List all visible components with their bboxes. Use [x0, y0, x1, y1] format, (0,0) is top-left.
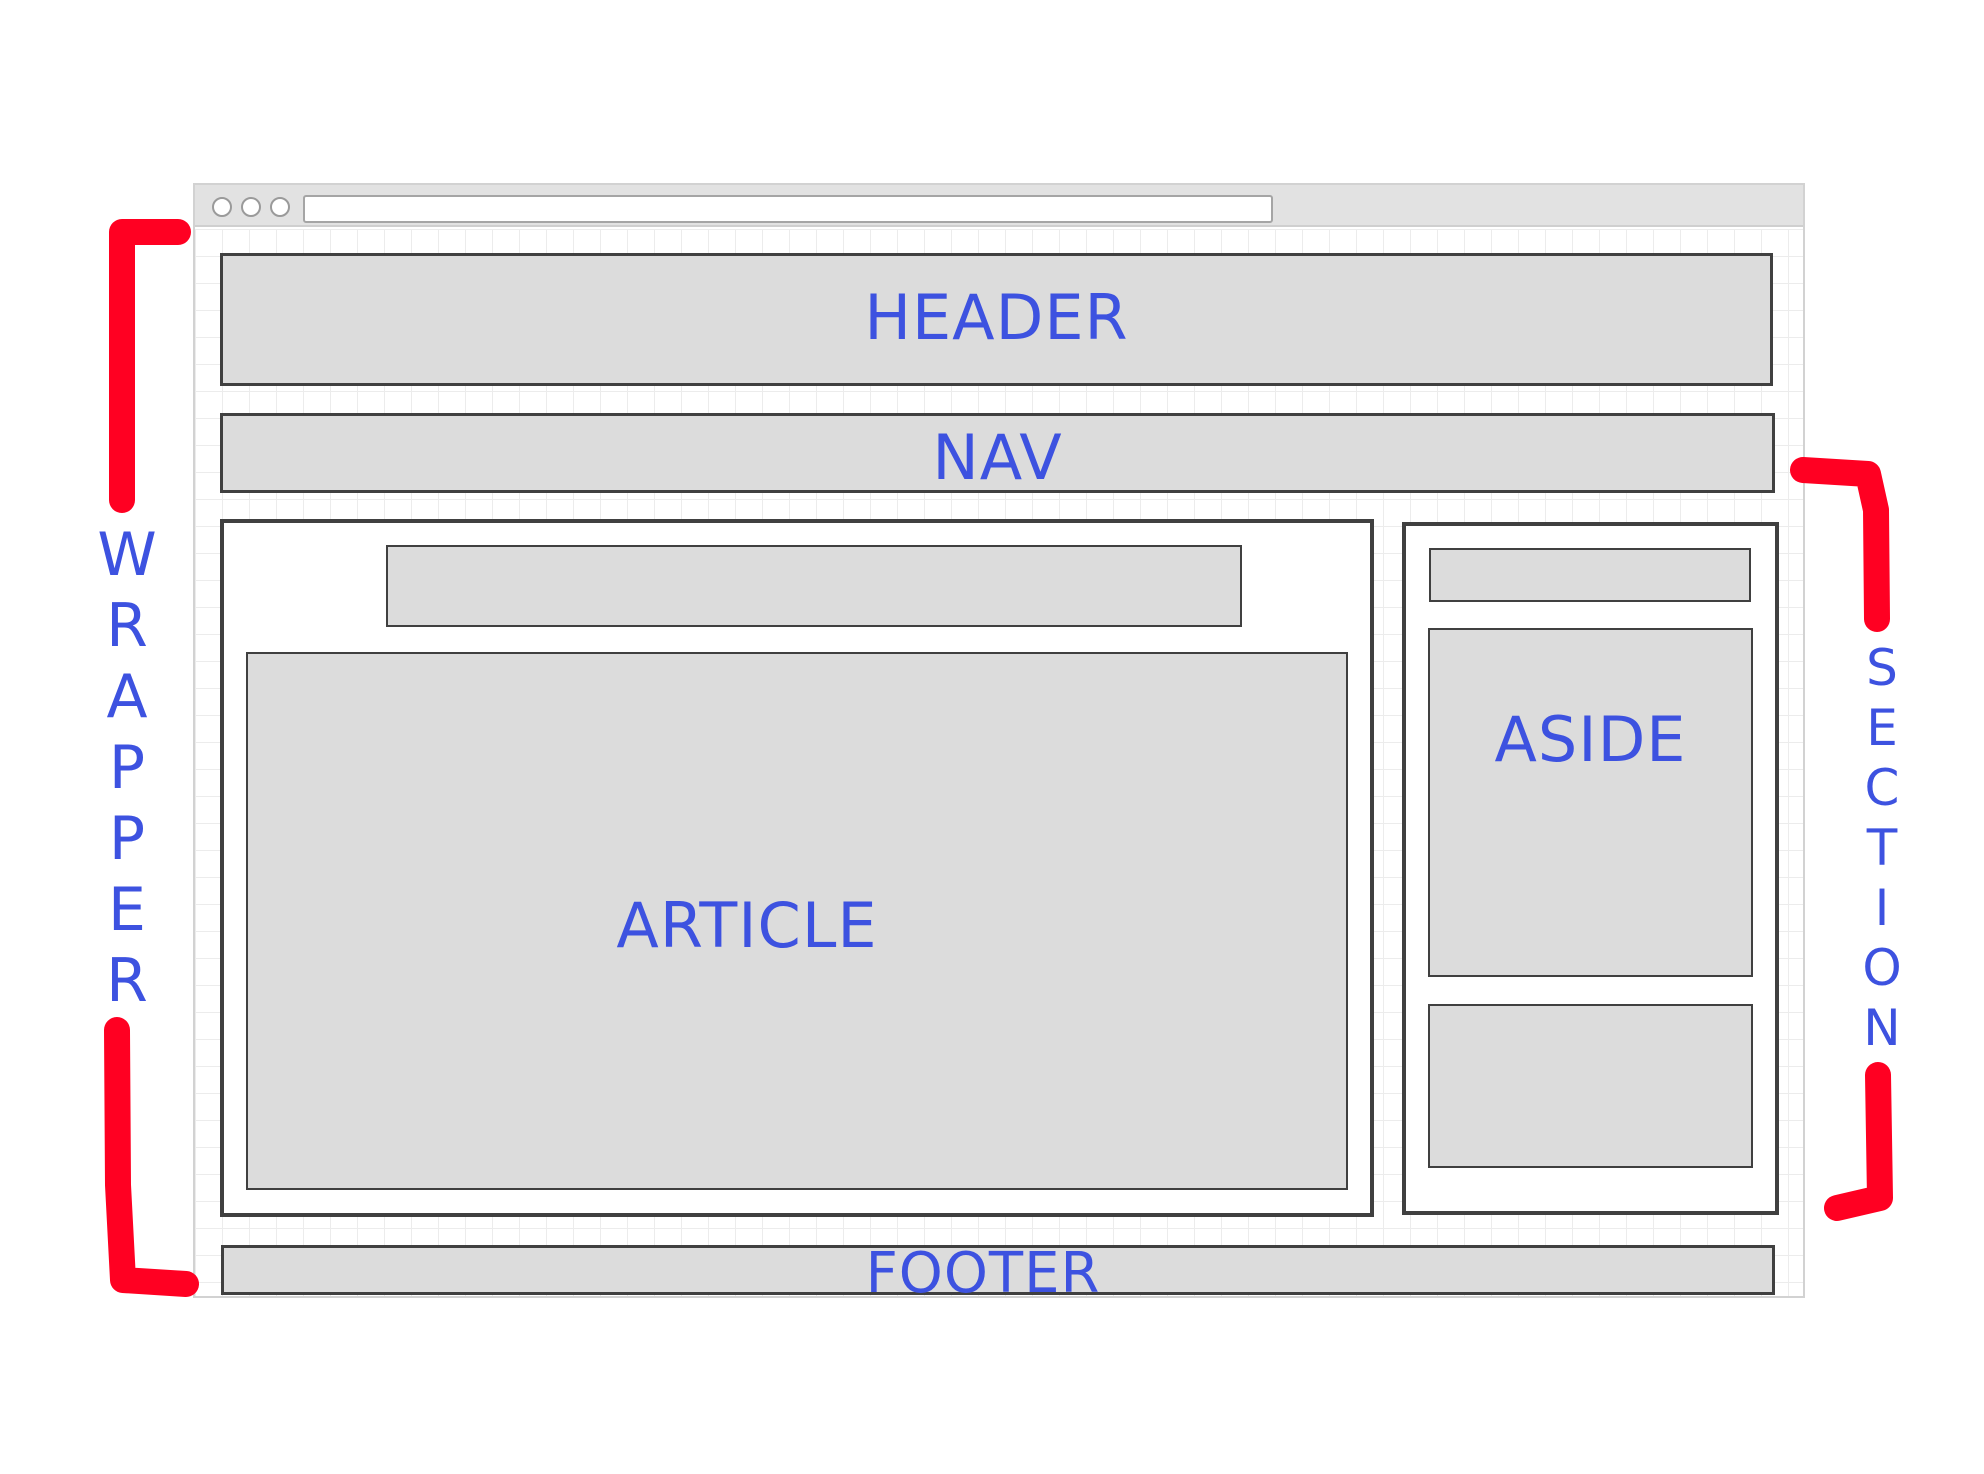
- wrapper-label-letter: R: [106, 591, 148, 661]
- window-maximize-dot: [270, 197, 290, 217]
- section-label: S E C T I O N: [1854, 638, 1910, 1058]
- aside-label: ASIDE: [1494, 703, 1687, 776]
- wrapper-bracket-top: [109, 219, 191, 513]
- window-minimize-dot: [241, 197, 261, 217]
- nav-label: NAV: [932, 421, 1063, 494]
- header-box: HEADER: [220, 253, 1773, 386]
- wrapper-label-letter: P: [108, 733, 146, 803]
- section-label-letter: T: [1866, 819, 1898, 877]
- section-label-letter: O: [1862, 939, 1902, 997]
- wrapper-bracket-bottom: [104, 1017, 199, 1297]
- footer-box: FOOTER: [221, 1245, 1775, 1302]
- article-box: ARTICLE: [246, 652, 1348, 1190]
- nav-box: NAV: [220, 413, 1775, 493]
- section-label-letter: C: [1864, 759, 1900, 817]
- footer-label: FOOTER: [865, 1241, 1101, 1306]
- url-bar: [303, 195, 1273, 223]
- section-label-letter: N: [1863, 999, 1901, 1057]
- wrapper-label-letter: A: [106, 662, 148, 732]
- section-label-letter: I: [1874, 879, 1890, 937]
- aside-heading-box: [1429, 548, 1751, 602]
- section-label-letter: E: [1866, 699, 1898, 757]
- header-label: HEADER: [864, 281, 1129, 354]
- section-bracket-bottom: [1824, 1062, 1893, 1221]
- section-label-letter: S: [1866, 639, 1898, 697]
- wrapper-label-letter: E: [108, 875, 146, 945]
- article-heading-box: [386, 545, 1242, 627]
- wrapper-label-letter: P: [108, 804, 146, 874]
- wrapper-label-letter: W: [97, 520, 157, 590]
- wrapper-label: W R A P P E R: [95, 520, 159, 1017]
- aside-bottom-box: [1428, 1004, 1753, 1168]
- window-close-dot: [212, 197, 232, 217]
- article-label: ARTICLE: [616, 889, 878, 962]
- section-bracket-top: [1790, 457, 1890, 632]
- aside-box: ASIDE: [1428, 628, 1753, 977]
- wrapper-label-letter: R: [106, 946, 148, 1016]
